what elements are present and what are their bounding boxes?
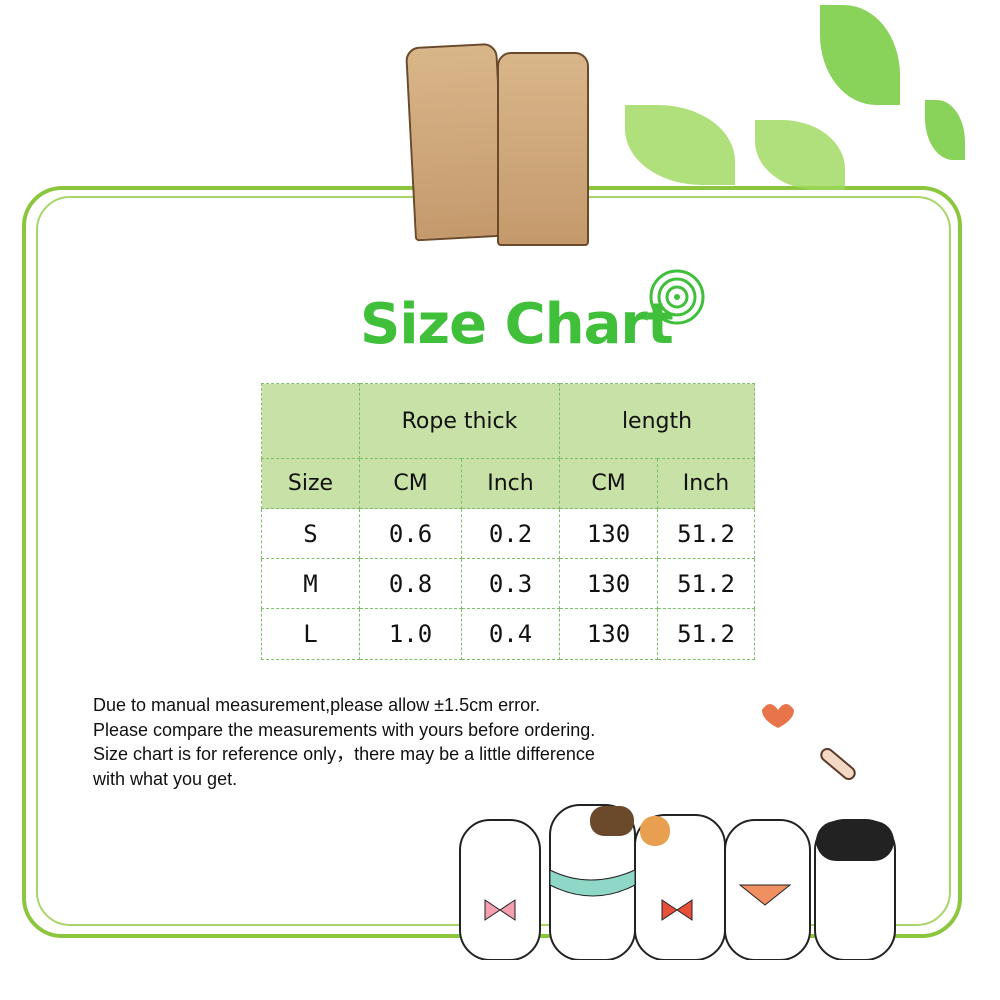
table-row: L 1.0 0.4 130 51.2 bbox=[261, 608, 755, 660]
note-line: with what you get. bbox=[93, 768, 238, 789]
note-line: Size chart is for reference only，there m… bbox=[93, 744, 595, 764]
table-cell: S bbox=[261, 508, 360, 559]
column-header: CM bbox=[559, 458, 658, 509]
table-cell: 0.2 bbox=[461, 508, 560, 559]
table-cell: 0.6 bbox=[359, 508, 462, 559]
leaf-decoration bbox=[625, 105, 735, 185]
table-cell: 130 bbox=[559, 508, 658, 559]
group-header-length: length bbox=[559, 383, 755, 459]
measurement-notes: Due to manual measurement,please allow ±… bbox=[93, 693, 595, 791]
cats-illustration bbox=[459, 704, 896, 960]
size-table: Rope thick length Size CM Inch CM Inch S… bbox=[261, 383, 755, 660]
note-line: Due to manual measurement,please allow ±… bbox=[93, 695, 541, 715]
group-header-rope-thick: Rope thick bbox=[359, 383, 560, 459]
leaf-decoration bbox=[820, 5, 900, 105]
table-cell: L bbox=[261, 608, 360, 660]
clip-left bbox=[404, 42, 508, 242]
column-header: CM bbox=[359, 458, 462, 509]
heart-icon bbox=[762, 704, 794, 728]
table-cell: 51.2 bbox=[657, 558, 755, 609]
table-cell: 130 bbox=[559, 558, 658, 609]
header-empty bbox=[261, 383, 360, 459]
table-row: M 0.8 0.3 130 51.2 bbox=[261, 558, 755, 609]
note-line: Please compare the measurements with you… bbox=[93, 719, 596, 740]
table-cell: 1.0 bbox=[359, 608, 462, 660]
table-cell: 51.2 bbox=[657, 508, 755, 559]
column-header: Size bbox=[261, 458, 360, 509]
column-header: Inch bbox=[461, 458, 560, 509]
column-header: Inch bbox=[657, 458, 755, 509]
leaf-decoration bbox=[755, 120, 845, 190]
table-cell: 0.3 bbox=[461, 558, 560, 609]
bone-icon bbox=[820, 748, 856, 780]
table-cell: 0.4 bbox=[461, 608, 560, 660]
table-cell: 51.2 bbox=[657, 608, 755, 660]
clip-right bbox=[497, 52, 589, 246]
table-cell: 0.8 bbox=[359, 558, 462, 609]
leaf-decoration bbox=[925, 100, 965, 160]
table-cell: M bbox=[261, 558, 360, 609]
table-row: S 0.6 0.2 130 51.2 bbox=[261, 508, 755, 559]
table-cell: 130 bbox=[559, 608, 658, 660]
page-title: Size Chart bbox=[360, 292, 674, 357]
spiral-icon bbox=[649, 269, 705, 325]
